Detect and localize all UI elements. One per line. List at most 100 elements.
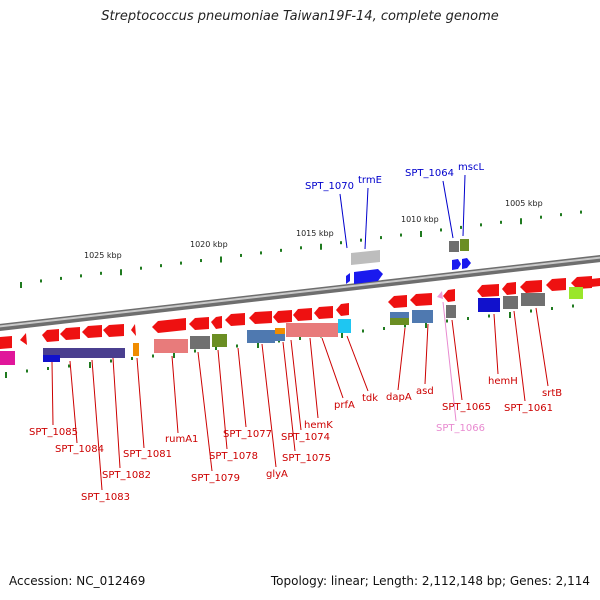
gene-mscL[interactable] [462, 258, 471, 269]
label-SPT_1078[interactable]: SPT_1078 [209, 451, 258, 462]
label-tdk[interactable]: tdk [362, 393, 378, 404]
feature-block [286, 323, 338, 337]
label-SPT_1066[interactable]: SPT_1066 [436, 423, 485, 434]
feature-block [275, 334, 285, 341]
label-glyA[interactable]: glyA [266, 469, 288, 480]
scale-label-1010: 1010 kbp [401, 215, 439, 224]
label-asd[interactable]: asd [416, 386, 434, 397]
gene-SPT_1061[interactable] [502, 282, 516, 295]
label-SPT_1070[interactable]: SPT_1070 [305, 181, 354, 192]
gene-mscL-block[interactable] [460, 239, 469, 251]
gene-dapA[interactable] [388, 295, 407, 308]
gene-edge-left[interactable] [0, 336, 12, 349]
gene-SPT_1074[interactable] [293, 308, 312, 321]
leader-line [397, 327, 406, 391]
label-SPT_1061[interactable]: SPT_1061 [504, 403, 553, 414]
gene-hemH[interactable] [477, 284, 499, 297]
label-mscL[interactable]: mscL [458, 162, 484, 173]
feature-block [446, 305, 456, 318]
gene-prfA[interactable] [336, 303, 349, 316]
leader-line [217, 349, 228, 450]
gene-SPT_1064-block[interactable] [449, 241, 459, 252]
gene-SPT_1070-arrow[interactable] [346, 273, 350, 284]
scale-tick [173, 352, 175, 358]
gene-SPT_1058[interactable] [571, 276, 592, 289]
scale-tick [5, 372, 7, 378]
gene-SPT_1083[interactable] [82, 325, 102, 338]
label-SPT_1079[interactable]: SPT_1079 [191, 473, 240, 484]
scale-tick [180, 261, 182, 265]
label-SPT_1075[interactable]: SPT_1075 [282, 453, 331, 464]
leader-line [321, 337, 344, 399]
label-rumA1[interactable]: rumA1 [165, 434, 198, 445]
label-SPT_1082[interactable]: SPT_1082 [102, 470, 151, 481]
label-srtB[interactable]: srtB [542, 388, 562, 399]
label-SPT_1081[interactable]: SPT_1081 [123, 449, 172, 460]
label-hemK[interactable]: hemK [304, 420, 333, 431]
scale-tick [194, 349, 196, 353]
leader-line [535, 307, 549, 387]
gene-SPT_1064[interactable] [452, 259, 461, 270]
gene-asd[interactable] [410, 293, 432, 306]
gene-SPT_1077[interactable] [225, 313, 245, 326]
scale-tick [200, 259, 202, 263]
scale-tick [280, 248, 282, 252]
leader-line [112, 357, 121, 469]
scale-tick [420, 231, 422, 237]
label-SPT_1074[interactable]: SPT_1074 [281, 432, 330, 443]
scale-label-1020: 1020 kbp [190, 240, 228, 249]
gene-SPT_1085[interactable] [42, 329, 59, 342]
gene-SPT_1078[interactable] [211, 316, 222, 329]
feature-block [503, 296, 518, 309]
scale-label-1025: 1025 kbp [84, 251, 122, 260]
gene-SPT_1070[interactable] [351, 250, 380, 265]
topology-text: Topology: linear; Length: 2,112,148 bp; … [270, 574, 590, 588]
scale-tick [20, 282, 22, 288]
label-SPT_1085[interactable]: SPT_1085 [29, 427, 78, 438]
gene-SPT_1081[interactable] [131, 324, 136, 336]
scale-tick [215, 347, 217, 350]
gene-SPT_1079[interactable] [189, 317, 209, 330]
leader-line [197, 351, 213, 472]
feature-block [154, 339, 188, 353]
scale-tick [160, 264, 162, 268]
scale-tick [380, 236, 382, 240]
scale-ticks [5, 210, 582, 378]
scale-tick [540, 215, 542, 219]
scale-tick [341, 332, 343, 338]
scale-tick [340, 241, 342, 245]
label-hemH[interactable]: hemH [488, 376, 518, 387]
label-SPT_1083[interactable]: SPT_1083 [81, 492, 130, 503]
scale-tick [26, 369, 28, 373]
feature-block [212, 334, 227, 347]
gene-SPT_1066[interactable] [437, 291, 443, 299]
scale-tick [440, 228, 442, 232]
scale-tick [530, 309, 532, 313]
scale-tick [140, 266, 142, 270]
gene-SPT_1084[interactable] [60, 327, 80, 340]
gene-srtB[interactable] [520, 280, 542, 293]
gene-trmE[interactable] [354, 269, 383, 284]
gene-SPT_1059[interactable] [546, 278, 566, 291]
label-dapA[interactable]: dapA [386, 392, 412, 403]
leader-line [442, 301, 457, 422]
gene-SPT_1075[interactable] [273, 310, 292, 323]
gene-glyA[interactable] [249, 311, 272, 324]
label-SPT_1064[interactable]: SPT_1064 [405, 168, 454, 179]
label-SPT_1077[interactable]: SPT_1077 [223, 429, 272, 440]
gene-SPT_1086[interactable] [20, 333, 27, 345]
gene-SPT_1065[interactable] [443, 289, 455, 302]
gene-hemK[interactable] [314, 306, 333, 319]
label-trmE[interactable]: trmE [358, 175, 382, 186]
leader-line [424, 323, 429, 385]
gene-rumA1[interactable] [152, 318, 186, 333]
leader-line [69, 360, 78, 444]
leader-line [346, 335, 369, 392]
gene-SPT_1082[interactable] [103, 324, 124, 337]
gene-edge-right[interactable] [591, 278, 600, 287]
label-SPT_1084[interactable]: SPT_1084 [55, 444, 104, 455]
leader-line [309, 337, 319, 419]
label-prfA[interactable]: prfA [334, 400, 355, 411]
label-SPT_1065[interactable]: SPT_1065 [442, 402, 491, 413]
